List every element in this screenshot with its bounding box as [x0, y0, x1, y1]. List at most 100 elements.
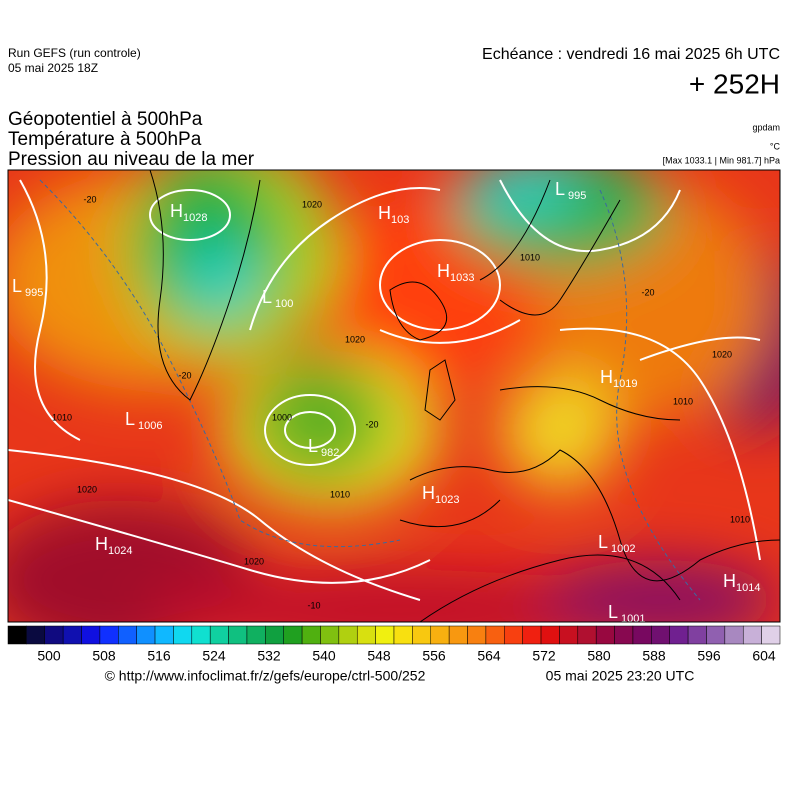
colorbar-cell: [742, 625, 762, 645]
pressure-range: [Max 1033.1 | Min 981.7] hPa: [663, 155, 780, 165]
colorbar-cell: [62, 625, 82, 645]
colorbar-cell: [485, 625, 505, 645]
title-line: Pression au niveau de la mer: [8, 149, 255, 170]
center-kind: H: [437, 261, 450, 281]
center-kind: H: [422, 483, 435, 503]
colorbar-cell: [412, 625, 432, 645]
center-kind: L: [125, 409, 135, 429]
colorbar-tick-label: 508: [92, 648, 116, 664]
contour-label: 1010: [330, 489, 350, 499]
run-name: Run GEFS (run controle): [8, 46, 141, 60]
contour-label: 1010: [673, 396, 693, 406]
center-kind: L: [608, 602, 618, 622]
colorbar-cell: [761, 625, 781, 645]
center-value: 1014: [736, 582, 760, 594]
colorbar-cell: [467, 625, 487, 645]
source-url: © http://www.infoclimat.fr/z/gefs/europe…: [105, 668, 426, 684]
colorbar-tick-label: 604: [752, 648, 776, 664]
colorbar-cell: [44, 625, 64, 645]
colorbar-tick-label: 580: [587, 648, 611, 664]
contour-label: -20: [641, 287, 654, 297]
center-value: 1033: [450, 272, 474, 284]
contour-label: 1020: [345, 334, 365, 344]
coastlines: [149, 170, 780, 622]
center-kind: H: [170, 201, 183, 221]
height-field: [8, 170, 780, 622]
title-line: Température à 500hPa: [8, 129, 202, 150]
contour-label: 1010: [52, 412, 72, 422]
colorbar-cell: [724, 625, 744, 645]
center-value: 1002: [611, 543, 635, 555]
forecast-time: Echéance : vendredi 16 mai 2025 6h UTC: [482, 46, 780, 63]
run-date: 05 mai 2025 18Z: [8, 61, 98, 75]
colorbar-cell: [632, 625, 652, 645]
colorbar-cell: [522, 625, 542, 645]
isobars: [8, 179, 761, 601]
center-value: 1001: [621, 613, 645, 625]
colorbar-cell: [430, 625, 450, 645]
colorbar-tick-label: 548: [367, 648, 391, 664]
center-value: 995: [25, 287, 43, 299]
colorbar-cell: [228, 625, 248, 645]
colorbar-cell: [26, 625, 46, 645]
colorbar-cell: [136, 625, 156, 645]
contour-label: 1020: [244, 556, 264, 566]
colorbar-cell: [375, 625, 395, 645]
colorbar-cell: [173, 625, 193, 645]
center-value: 100: [275, 298, 293, 310]
colorbar-tick-label: 540: [312, 648, 336, 664]
colorbar-cell: [559, 625, 579, 645]
colorbar-cell: [540, 625, 560, 645]
colorbar-tick-label: 588: [642, 648, 666, 664]
colorbar-cell: [320, 625, 340, 645]
contour-label: 1010: [520, 252, 540, 262]
contour-label: 1010: [730, 514, 750, 524]
colorbar-tick-label: 572: [532, 648, 556, 664]
colorbar-cell: [191, 625, 211, 645]
title-line: Géopotentiel à 500hPa: [8, 109, 203, 130]
colorbar-cell: [265, 625, 284, 645]
center-value: 982: [321, 447, 339, 459]
colorbar-cell: [246, 625, 266, 645]
colorbar-cell: [595, 625, 615, 645]
contour-label: 1000: [272, 412, 292, 422]
colorbar-tick-label: 500: [37, 648, 61, 664]
contour-label: -10: [307, 600, 320, 610]
issue-time: 05 mai 2025 23:20 UTC: [546, 668, 695, 684]
center-kind: L: [555, 179, 565, 199]
contour-label: 1020: [712, 349, 732, 359]
center-kind: L: [308, 436, 318, 456]
isotherms: [39, 179, 701, 601]
colorbar-tick-label: 596: [697, 648, 721, 664]
colorbar-cell: [356, 625, 376, 645]
colorbar-cell: [614, 625, 634, 645]
center-kind: L: [12, 276, 22, 296]
contour-label: -20: [365, 419, 378, 429]
colorbar-cell: [687, 625, 707, 645]
lead-time: + 252H: [689, 68, 780, 99]
contour-label: 1020: [302, 199, 322, 209]
colorbar-cell: [393, 625, 413, 645]
center-kind: H: [723, 571, 736, 591]
colorbar: 500 508 516 524 532 540 548 556 564 572 580 588 596 6…: [7, 625, 781, 664]
center-kind: H: [600, 367, 613, 387]
center-kind: L: [262, 287, 272, 307]
colorbar-cell: [301, 625, 321, 645]
center-kind: H: [95, 534, 108, 554]
colorbar-cell: [7, 625, 27, 645]
colorbar-cell: [448, 625, 468, 645]
center-value: 1019: [613, 378, 637, 390]
center-value: 1024: [108, 545, 132, 557]
colorbar-cell: [706, 625, 726, 645]
colorbar-cell: [669, 625, 689, 645]
colorbar-cell: [99, 625, 119, 645]
center-kind: H: [378, 203, 391, 223]
colorbar-tick-label: 532: [257, 648, 281, 664]
contour-label: -20: [83, 194, 96, 204]
colorbar-tick-label: 564: [477, 648, 501, 664]
unit-temp: °C: [770, 141, 781, 151]
center-value: 1023: [435, 494, 459, 506]
